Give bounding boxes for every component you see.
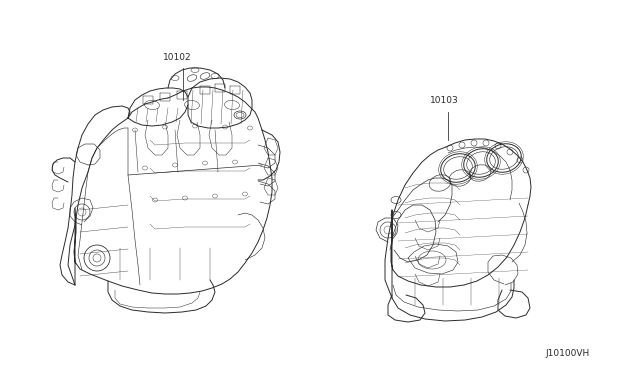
Text: 10103: 10103 [430,96,459,105]
Text: 10102: 10102 [163,53,191,62]
Text: J10100VH: J10100VH [546,349,590,358]
